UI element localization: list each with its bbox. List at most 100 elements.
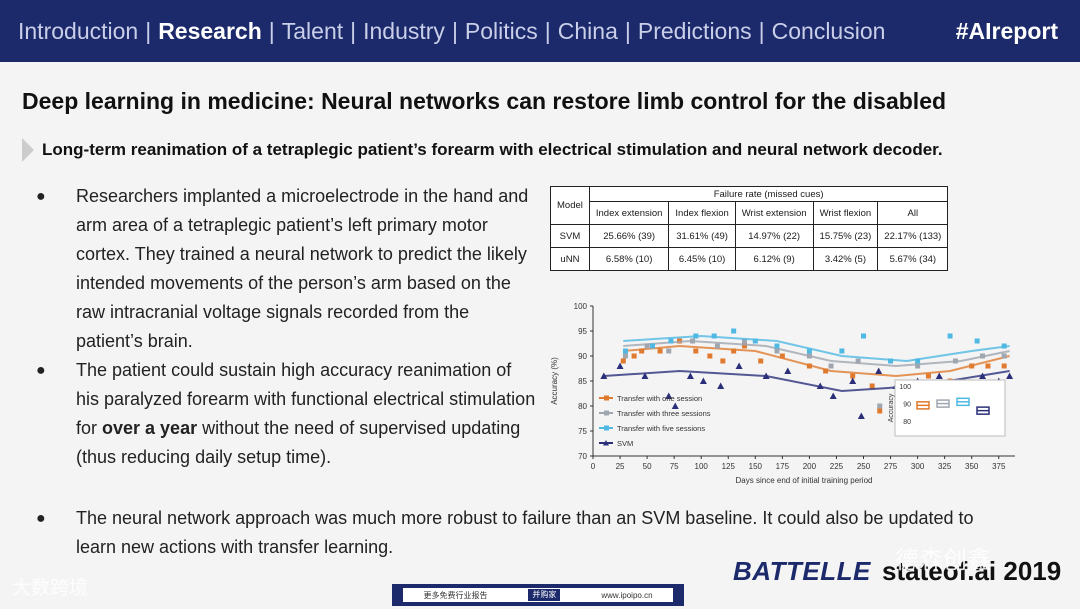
- data-point: [616, 362, 624, 369]
- x-tick-label: 250: [857, 462, 871, 471]
- inset-y-label: Accuracy: [888, 393, 895, 422]
- data-point: [1006, 372, 1014, 379]
- footer-banner[interactable]: 更多免费行业报告 并购家 www.ipoipo.cn: [392, 584, 684, 606]
- y-tick-label: 85: [578, 377, 587, 386]
- nav-separator: |: [624, 17, 631, 44]
- data-point: [806, 363, 812, 369]
- table-cell-model: SVM: [550, 224, 590, 248]
- bullet-text-pre: The patient could sustain high accuracy …: [76, 360, 536, 438]
- y-tick-label: 100: [574, 302, 588, 311]
- table-row: SVM 25.66% (39) 31.61% (49) 14.97% (22) …: [550, 224, 949, 248]
- data-point: [720, 358, 726, 364]
- legend-label: Transfer with five sessions: [617, 424, 705, 433]
- y-tick-label: 95: [578, 327, 587, 336]
- nav-separator: |: [350, 17, 357, 44]
- x-tick-label: 175: [776, 462, 790, 471]
- y-tick-label: 75: [578, 427, 587, 436]
- nav-separator: |: [145, 17, 152, 44]
- table-cell: 15.75% (23): [812, 224, 879, 248]
- x-tick-label: 350: [965, 462, 979, 471]
- table-cell: 6.58% (10): [588, 247, 670, 271]
- data-point: [711, 333, 717, 339]
- watermark-right: 德森创鑫: [895, 547, 991, 574]
- nav-item-research[interactable]: Research: [158, 17, 262, 44]
- table-row: uNN 6.58% (10) 6.45% (10) 6.12% (9) 3.42…: [550, 247, 949, 271]
- bullet-text: Researchers implanted a microelectrode i…: [76, 186, 529, 351]
- data-point: [875, 367, 883, 374]
- table-cell: 6.45% (10): [668, 247, 736, 271]
- legend-marker: [603, 440, 609, 446]
- bullet-dot-icon: ●: [36, 510, 46, 527]
- data-point: [779, 353, 785, 359]
- data-point: [699, 377, 707, 384]
- x-tick-label: 275: [884, 462, 898, 471]
- data-point: [714, 343, 720, 349]
- data-point: [947, 333, 953, 339]
- x-tick-label: 375: [992, 462, 1006, 471]
- bullet-text-post: without the need of supervised updating …: [76, 418, 521, 467]
- table-cell: 22.17% (133): [877, 224, 949, 248]
- footer-inner: 更多免费行业报告 并购家 www.ipoipo.cn: [403, 588, 673, 602]
- nav-separator: |: [451, 17, 458, 44]
- inset-y-tick: 80: [903, 419, 911, 426]
- nav-item-predictions[interactable]: Predictions: [637, 17, 752, 44]
- data-point: [707, 353, 713, 359]
- x-tick-label: 25: [616, 462, 625, 471]
- data-point: [816, 382, 824, 389]
- data-point: [741, 343, 747, 349]
- data-point: [915, 363, 921, 369]
- data-point: [974, 338, 980, 344]
- nav-item-talent[interactable]: Talent: [281, 17, 344, 44]
- table-column-header: Index flexion: [668, 201, 736, 225]
- table-column-header: Index extension: [588, 201, 670, 225]
- table-cell-model: uNN: [550, 247, 590, 271]
- data-point: [741, 338, 747, 344]
- data-point: [806, 353, 812, 359]
- x-tick-label: 125: [722, 462, 736, 471]
- data-point: [631, 353, 637, 359]
- x-tick-label: 50: [643, 462, 652, 471]
- chevron-right-icon: [22, 138, 34, 162]
- data-point: [774, 343, 780, 349]
- nav-item-introduction[interactable]: Introduction: [18, 17, 139, 44]
- table-column-header: Wrist flexion: [812, 201, 879, 225]
- x-tick-label: 150: [749, 462, 763, 471]
- y-axis-label: Accuracy (%): [550, 357, 559, 405]
- battelle-logo: BATTELLE: [733, 556, 871, 586]
- footer-text-left: 更多免费行业报告: [423, 590, 488, 600]
- bullet-text-bold: over a year: [102, 418, 198, 438]
- data-point: [1001, 363, 1007, 369]
- data-point: [1001, 353, 1007, 359]
- data-point: [861, 333, 867, 339]
- x-tick-label: 75: [670, 462, 679, 471]
- data-point: [731, 328, 737, 334]
- data-point: [935, 372, 943, 379]
- y-tick-label: 70: [578, 452, 587, 461]
- data-point: [925, 373, 931, 379]
- data-point: [671, 402, 679, 409]
- nav-item-china[interactable]: China: [557, 17, 618, 44]
- data-point: [620, 358, 626, 364]
- data-point: [784, 367, 792, 374]
- footer-button[interactable]: 并购家: [528, 589, 561, 601]
- x-tick-label: 0: [591, 462, 596, 471]
- nav-separator: |: [544, 17, 551, 44]
- data-point: [980, 353, 986, 359]
- nav-separator: |: [268, 17, 275, 44]
- data-point: [758, 358, 764, 364]
- data-point: [622, 353, 628, 359]
- data-point: [752, 338, 758, 344]
- data-point: [639, 348, 645, 354]
- table-cell: 5.67% (34): [877, 247, 949, 271]
- nav-item-conclusion[interactable]: Conclusion: [771, 17, 886, 44]
- legend-marker: [604, 425, 609, 431]
- data-point: [641, 372, 649, 379]
- nav-item-industry[interactable]: Industry: [363, 17, 445, 44]
- x-axis-label: Days since end of initial training perio…: [736, 476, 873, 485]
- table-cell: 6.12% (9): [734, 247, 814, 271]
- table-column-header: All: [877, 201, 949, 225]
- x-tick-label: 300: [911, 462, 925, 471]
- data-point: [915, 358, 921, 364]
- nav-item-politics[interactable]: Politics: [464, 17, 538, 44]
- bullet-item: ● The neural network approach was much m…: [36, 504, 1016, 562]
